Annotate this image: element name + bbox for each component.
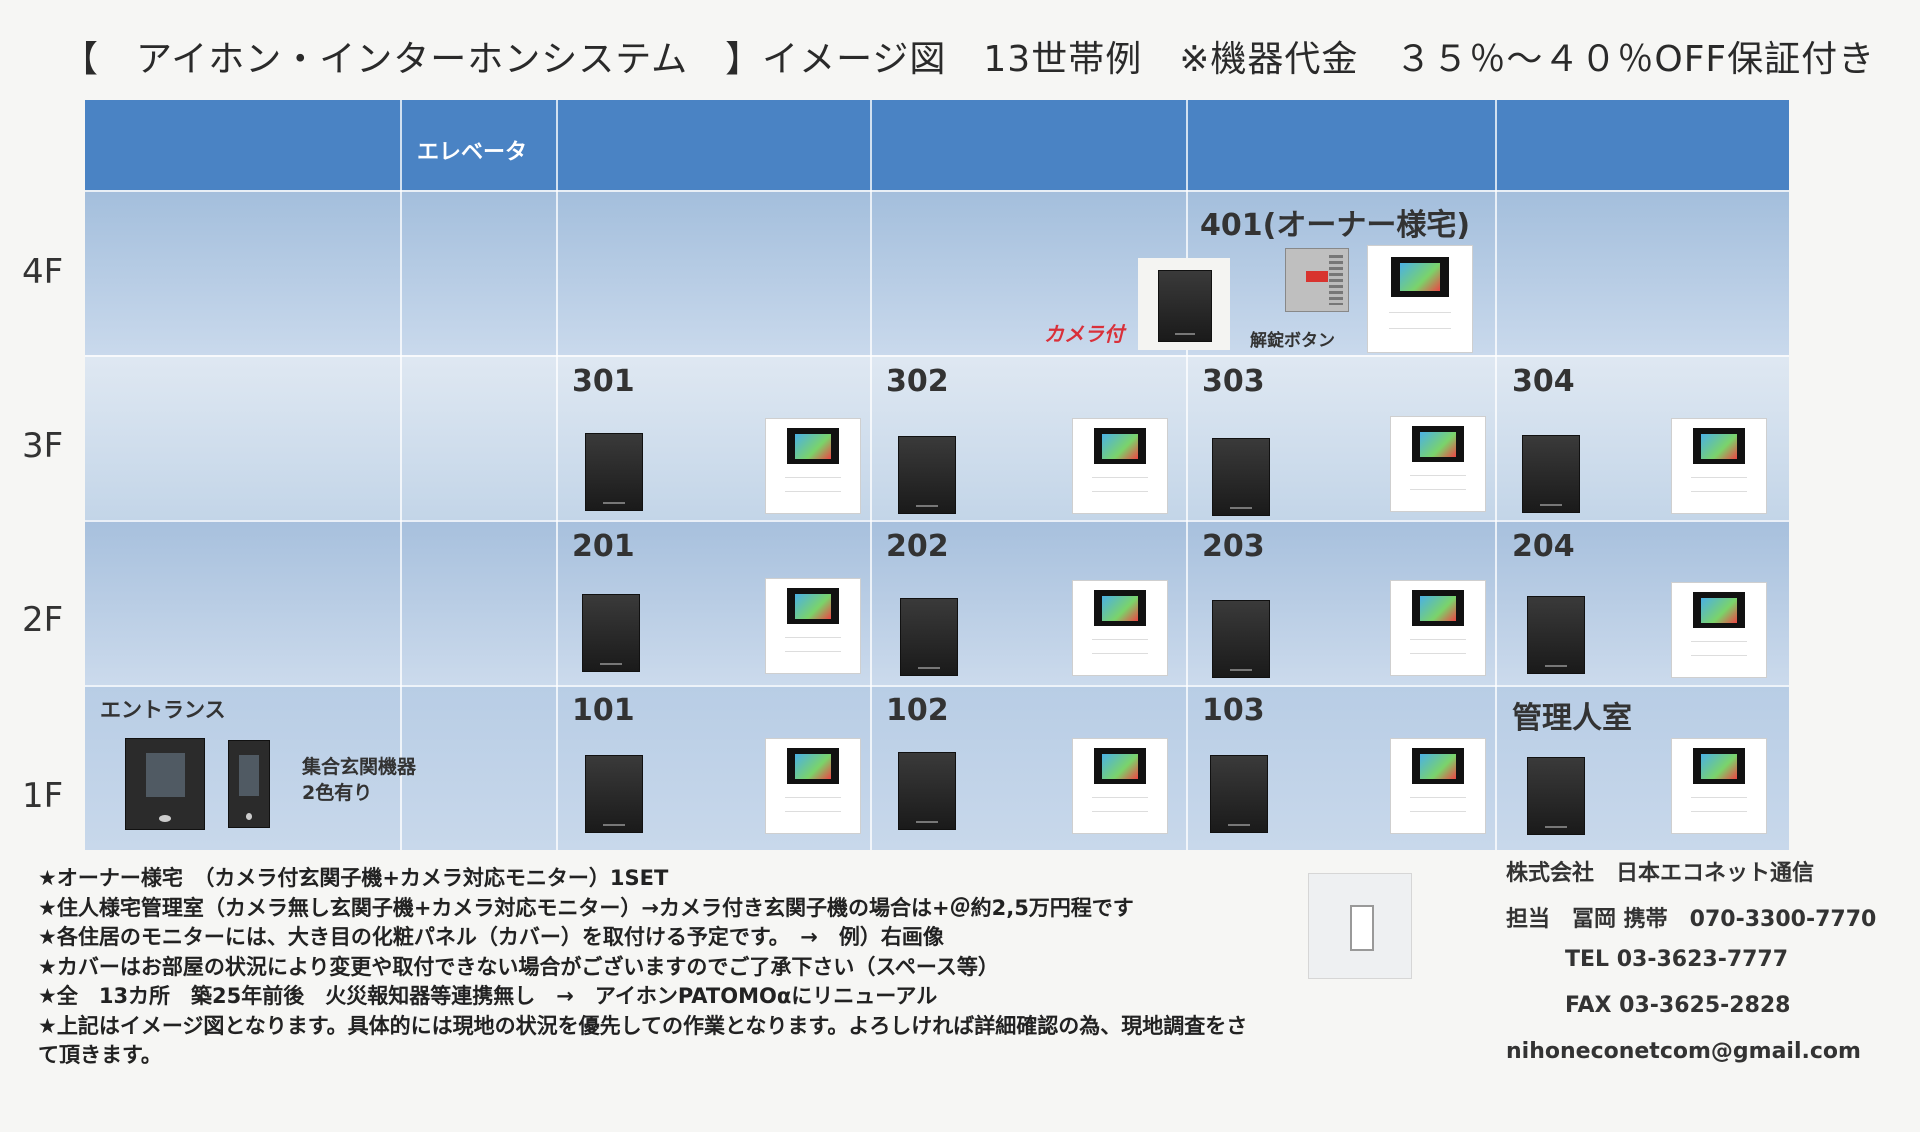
grid-line xyxy=(400,100,402,850)
floor-label-1f: 1F xyxy=(22,776,64,816)
unit-label-103: 103 xyxy=(1202,693,1265,728)
monitor-icon xyxy=(1671,418,1767,514)
floor-label-2f: 2F xyxy=(22,600,64,640)
door-station-icon xyxy=(1210,755,1268,833)
grid-line xyxy=(870,100,872,850)
door-station-icon xyxy=(900,598,958,676)
unit-label-301: 301 xyxy=(572,364,635,399)
monitor-icon xyxy=(1390,416,1486,512)
unit-label-manager: 管理人室 xyxy=(1512,701,1632,736)
door-station-icon xyxy=(1527,596,1585,674)
monitor-icon xyxy=(1390,738,1486,834)
release-button-icon xyxy=(1285,248,1349,312)
monitor-icon xyxy=(1072,738,1168,834)
unit-label-401: 401(オーナー様宅) xyxy=(1200,208,1471,243)
unit-label-303: 303 xyxy=(1202,364,1265,399)
company-tel: TEL 03-3623-7777 xyxy=(1565,947,1789,972)
row-band-4f xyxy=(85,190,1789,355)
note-line: ★各住居のモニターには、大き目の化粧パネル（カバー）を取付ける予定です。 → 例… xyxy=(38,925,944,949)
door-station-icon xyxy=(1527,757,1585,835)
note-line: ★住人様宅管理室（カメラ無し玄関子機+カメラ対応モニター）→カメラ付き玄関子機の… xyxy=(38,896,1134,920)
entrance-panel-icon xyxy=(125,738,205,830)
note-line: て頂きます。 xyxy=(38,1043,162,1067)
grid-line xyxy=(1186,100,1188,850)
company-fax: FAX 03-3625-2828 xyxy=(1565,993,1791,1018)
door-station-icon xyxy=(1212,438,1270,516)
unit-label-203: 203 xyxy=(1202,529,1265,564)
entrance-device-label: 集合玄関機器 xyxy=(302,756,417,778)
monitor-icon xyxy=(1072,418,1168,514)
monitor-icon xyxy=(1390,580,1486,676)
door-station-icon xyxy=(1212,600,1270,678)
grid-line xyxy=(85,355,1789,357)
unit-label-101: 101 xyxy=(572,693,635,728)
note-line: ★上記はイメージ図となります。具体的には現地の状況を優先しての作業となります。よ… xyxy=(38,1014,1248,1038)
door-station-icon xyxy=(898,752,956,830)
monitor-icon xyxy=(765,738,861,834)
elevator-label: エレベータ xyxy=(417,140,528,165)
grid-line xyxy=(85,520,1789,522)
note-line: ★全 13カ所 築25年前後 火災報知器等連携無し → アイホンPATOMOαに… xyxy=(38,984,938,1008)
release-button-label: 解錠ボタン xyxy=(1250,331,1335,351)
unit-label-201: 201 xyxy=(572,529,635,564)
company-email[interactable]: nihoneconetcom@gmail.com xyxy=(1506,1039,1861,1064)
monitor-icon xyxy=(1072,580,1168,676)
company-name: 株式会社 日本エコネット通信 xyxy=(1506,861,1815,886)
monitor-icon xyxy=(1367,245,1473,353)
company-contact: 担当 冨岡 携帯 070-3300-7770 xyxy=(1506,907,1877,932)
grid-line xyxy=(85,685,1789,687)
unit-label-302: 302 xyxy=(886,364,949,399)
monitor-icon xyxy=(765,578,861,674)
grid-line xyxy=(1495,100,1497,850)
floor-label-3f: 3F xyxy=(22,426,64,466)
entrance-panel-icon xyxy=(228,740,270,828)
unit-label-202: 202 xyxy=(886,529,949,564)
header-band xyxy=(85,100,1789,190)
grid-line xyxy=(556,100,558,850)
unit-label-304: 304 xyxy=(1512,364,1575,399)
monitor-icon xyxy=(1671,738,1767,834)
monitor-icon xyxy=(765,418,861,514)
grid-line xyxy=(85,190,1789,192)
door-station-icon xyxy=(582,594,640,672)
page-title: 【 アイホン・インターホンシステム 】イメージ図 13世帯例 ※機器代金 ３５％… xyxy=(62,39,1876,80)
entrance-device-colors-label: 2色有り xyxy=(302,782,373,804)
camera-door-station-icon xyxy=(1158,270,1212,342)
door-station-icon xyxy=(898,436,956,514)
camera-label: カメラ付 xyxy=(1044,322,1124,346)
unit-label-102: 102 xyxy=(886,693,949,728)
note-line: ★カバーはお部屋の状況により変更や取付できない場合がございますのでご了承下さい（… xyxy=(38,955,999,979)
unit-label-204: 204 xyxy=(1512,529,1575,564)
door-station-icon xyxy=(1522,435,1580,513)
cover-panel-icon xyxy=(1308,873,1412,979)
door-station-icon xyxy=(585,433,643,511)
note-line: ★オーナー様宅 （カメラ付玄関子機+カメラ対応モニター）1SET xyxy=(38,866,669,890)
monitor-icon xyxy=(1671,582,1767,678)
door-station-icon xyxy=(585,755,643,833)
floor-label-4f: 4F xyxy=(22,252,64,292)
entrance-label: エントランス xyxy=(100,698,226,722)
